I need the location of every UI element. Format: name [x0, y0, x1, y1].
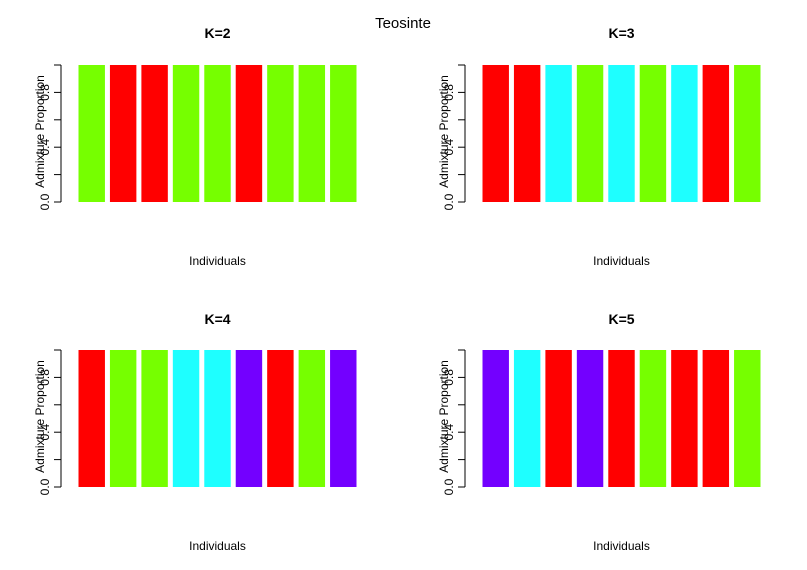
bar-individual-4	[172, 65, 200, 202]
bar-individual-7	[671, 350, 698, 487]
bar-individual-3	[141, 350, 168, 487]
y-axis-label: Admixture Proportion	[33, 75, 47, 188]
bar-individual-4	[576, 65, 604, 202]
bar-individual-6	[639, 65, 667, 202]
figure-title: Teosinte	[375, 15, 431, 32]
bar-individual-4	[172, 350, 200, 487]
y-axis-label: Admixture Proportion	[437, 360, 451, 473]
y-tick-label: 0.8	[442, 369, 456, 386]
bar-individual-2	[513, 65, 541, 202]
bar-individual-7	[671, 65, 698, 202]
x-axis-label: Individuals	[593, 254, 650, 268]
y-axis: 0.0 0.4 0.8	[38, 64, 62, 210]
bar-individual-7	[267, 350, 294, 487]
x-axis-label: Individuals	[189, 254, 246, 268]
y-tick-label: 0.8	[442, 84, 456, 101]
y-tick-label: 0.4	[442, 139, 456, 156]
bar-individual-8	[702, 350, 730, 487]
bar-individual-9	[734, 65, 761, 202]
y-tick-label: 0.4	[38, 139, 52, 156]
panel-title: K=5	[608, 311, 634, 327]
x-axis-label: Individuals	[593, 539, 650, 553]
bar-individual-8	[298, 65, 326, 202]
y-tick-label: 0.4	[38, 424, 52, 441]
y-tick-label: 0.0	[38, 478, 52, 495]
bar-individual-4	[576, 350, 604, 487]
bar-individual-5	[608, 65, 635, 202]
panel-title: K=3	[608, 25, 634, 41]
bar-individual-1	[482, 65, 509, 202]
bar-individual-8	[298, 350, 326, 487]
y-axis: 0.0 0.4 0.8	[442, 349, 466, 495]
bar-individual-7	[267, 65, 294, 202]
bar-individual-8	[702, 65, 730, 202]
panel-title: K=2	[204, 25, 230, 41]
y-tick-label: 0.0	[442, 478, 456, 495]
x-axis-label: Individuals	[189, 539, 246, 553]
bar-individual-5	[204, 65, 231, 202]
bar-individual-3	[545, 65, 572, 202]
bar-individual-9	[734, 350, 761, 487]
y-tick-label: 0.8	[38, 369, 52, 386]
bar-individual-1	[482, 350, 509, 487]
bar-individual-2	[109, 65, 137, 202]
y-tick-label: 0.4	[442, 424, 456, 441]
y-axis: 0.0 0.4 0.8	[442, 64, 466, 210]
y-tick-label: 0.8	[38, 84, 52, 101]
bar-individual-1	[78, 350, 105, 487]
bar-individual-6	[639, 350, 667, 487]
bar-individual-9	[330, 65, 357, 202]
bar-individual-3	[141, 65, 168, 202]
bar-individual-3	[545, 350, 572, 487]
y-axis-label: Admixture Proportion	[33, 360, 47, 473]
y-axis-label: Admixture Proportion	[437, 75, 451, 188]
bar-individual-2	[513, 350, 541, 487]
y-tick-label: 0.0	[38, 193, 52, 210]
bar-individual-5	[204, 350, 231, 487]
panel-title: K=4	[204, 311, 230, 327]
bar-individual-6	[235, 350, 263, 487]
bar-individual-5	[608, 350, 635, 487]
y-tick-label: 0.0	[442, 193, 456, 210]
bar-individual-9	[330, 350, 357, 487]
y-axis: 0.0 0.4 0.8	[38, 349, 62, 495]
bar-individual-2	[109, 350, 137, 487]
bar-individual-6	[235, 65, 263, 202]
bar-individual-1	[78, 65, 105, 202]
